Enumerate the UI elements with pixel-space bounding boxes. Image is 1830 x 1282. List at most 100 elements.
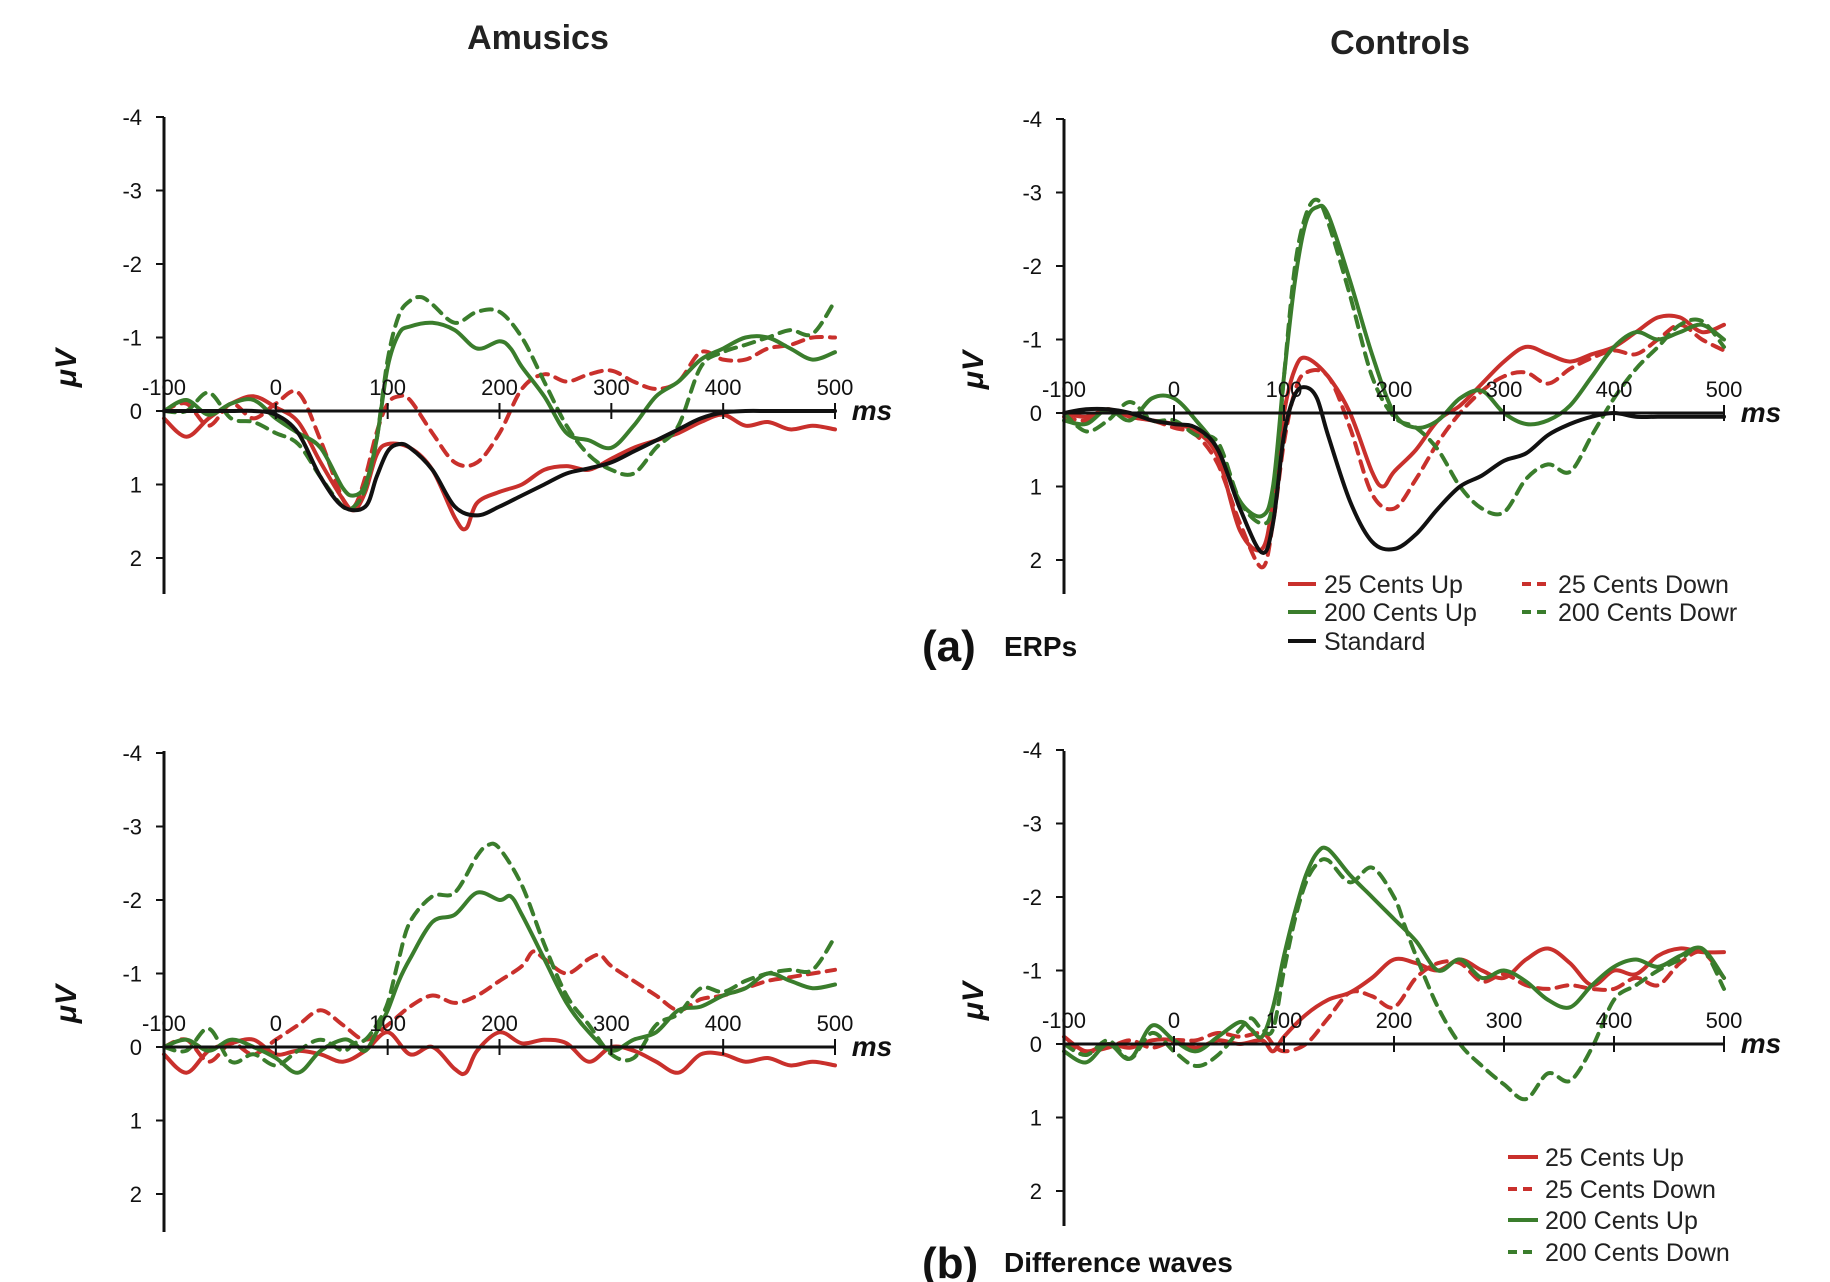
series-line-200-cents-down [162,294,837,512]
y-tick-label: 1 [130,473,142,498]
x-tick-label: 100 [1266,377,1303,402]
x-tick-label: -100 [1042,377,1086,402]
x-tick-label: 200 [481,1011,518,1036]
y-axis-label: μV [50,346,83,388]
y-axis-label: μV [957,348,990,390]
x-tick-label: 0 [270,1011,282,1036]
y-axis-label: μV [50,982,83,1024]
y-tick-label: 2 [130,1182,142,1207]
y-tick-label: -2 [1022,254,1042,279]
series-line-25-cents-up [162,1030,837,1077]
y-tick-label: 2 [1030,548,1042,573]
x-tick-label: 500 [817,375,854,400]
y-tick-label: -2 [122,252,142,277]
legend-label-standard: Standard [1324,628,1425,656]
y-tick-label: -3 [122,179,142,204]
series-line-200-cents-down [162,841,837,1068]
series-line-200-cents-up [162,890,837,1075]
y-tick-label: 0 [1030,1032,1042,1057]
y-tick-label: -2 [122,888,142,913]
y-tick-label: 2 [130,546,142,571]
y-tick-label: -4 [122,105,142,130]
x-tick-label: 300 [593,1011,630,1036]
panel-a-letter: (a) [922,622,976,671]
series-line-25-cents-down [162,334,837,511]
y-tick-label: 1 [1030,475,1042,500]
x-tick-label: 0 [1168,377,1180,402]
legend-label-25-cents-up: 25 Cents Up [1324,571,1463,599]
x-tick-label: -100 [142,1011,186,1036]
y-tick-label: 0 [1030,401,1042,426]
series-line-25-cents-up [162,394,837,532]
x-tick-label: 400 [1596,377,1633,402]
x-tick-label: 100 [369,375,406,400]
y-tick-label: 2 [1030,1179,1042,1204]
series-line-25-cents-down [1062,322,1726,570]
legend-label-25-cents-down: 25 Cents Down [1558,571,1729,599]
y-tick-label: 0 [130,1035,142,1060]
series-line-25-cents-up [1062,946,1726,1054]
column-title-controls: Controls [1330,24,1470,62]
legend-label-200-cents-down: 200 Cents Dowr [1558,599,1737,627]
x-tick-label: 400 [705,1011,742,1036]
legend-label-200-cents-up: 200 Cents Up [1324,599,1477,627]
x-tick-label: 200 [1376,1008,1413,1033]
x-tick-label: 300 [593,375,630,400]
legend-label-diff-25-cents-down: 25 Cents Down [1545,1176,1716,1204]
series-line-200-cents-up [1062,203,1726,519]
x-tick-label: 400 [1596,1008,1633,1033]
x-axis-label: ms [1741,1028,1781,1059]
x-tick-label: 300 [1486,377,1523,402]
series-line-200-cents-down [1062,197,1726,526]
series-line-200-cents-down [1062,857,1726,1102]
y-tick-label: -2 [1022,885,1042,910]
y-tick-label: 0 [130,399,142,424]
y-tick-label: -3 [1022,812,1042,837]
series-line-200-cents-up [1062,845,1726,1065]
panel-b-letter: (b) [922,1239,978,1282]
x-tick-label: 100 [1266,1008,1303,1033]
legend-label-diff-200-cents-up: 200 Cents Up [1545,1207,1698,1235]
y-tick-label: -3 [122,815,142,840]
legend-erps: 25 Cents Up 200 Cents Up Standard 25 Cen… [1288,571,1737,656]
series-line-200-cents-up [162,320,837,498]
x-tick-label: 100 [369,1011,406,1036]
y-tick-label: -1 [122,326,142,351]
y-tick-label: 1 [1030,1106,1042,1131]
series-line-standard [162,408,837,518]
x-tick-label: 500 [1706,377,1743,402]
x-tick-label: 200 [481,375,518,400]
legend-label-diff-200-cents-down: 200 Cents Down [1545,1239,1730,1267]
x-axis-label: ms [852,1031,892,1062]
x-tick-label: -100 [1042,1008,1086,1033]
y-tick-label: -1 [1022,959,1042,984]
x-axis-label: ms [1741,397,1781,428]
x-tick-label: 0 [1168,1008,1180,1033]
y-tick-label: 1 [130,1109,142,1134]
y-tick-label: -4 [1022,738,1042,763]
x-tick-label: 500 [817,1011,854,1036]
x-tick-label: 400 [705,375,742,400]
y-tick-label: -3 [1022,181,1042,206]
x-axis-label: ms [852,395,892,426]
x-tick-label: -100 [142,375,186,400]
y-tick-label: -1 [1022,328,1042,353]
y-tick-label: -4 [122,741,142,766]
x-tick-label: 300 [1486,1008,1523,1033]
x-tick-label: 500 [1706,1008,1743,1033]
x-tick-label: 0 [270,375,282,400]
column-title-amusics: Amusics [467,19,609,57]
y-tick-label: -4 [1022,107,1042,132]
legend-difference-waves: 25 Cents Up 25 Cents Down 200 Cents Up 2… [1508,1144,1730,1267]
y-axis-label: μV [957,979,990,1021]
panel-b-name: Difference waves [1004,1247,1233,1278]
panel-a-name: ERPs [1004,631,1077,662]
x-tick-label: 200 [1376,377,1413,402]
legend-label-diff-25-cents-up: 25 Cents Up [1545,1144,1684,1172]
y-tick-label: -1 [122,962,142,987]
